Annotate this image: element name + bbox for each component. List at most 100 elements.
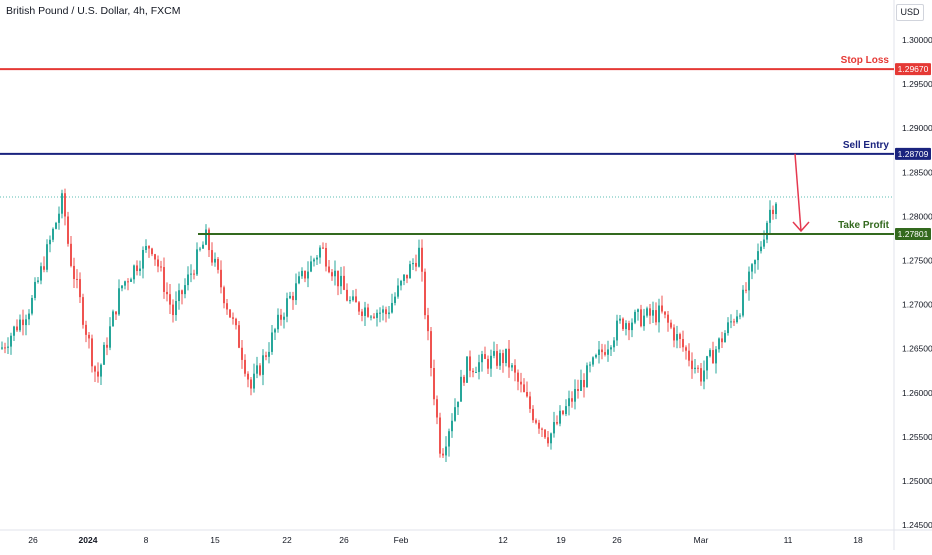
candle-body bbox=[199, 248, 201, 250]
candle-body bbox=[64, 193, 66, 217]
level-price-label: 1.28709 bbox=[898, 149, 929, 159]
candle-body bbox=[388, 312, 390, 315]
y-tick-label: 1.26500 bbox=[902, 344, 932, 354]
candle-body bbox=[292, 295, 294, 301]
candle-body bbox=[16, 326, 18, 331]
candle-body bbox=[760, 246, 762, 252]
currency-button[interactable]: USD bbox=[896, 4, 924, 21]
candle-body bbox=[121, 285, 123, 289]
candle-body bbox=[97, 371, 99, 377]
candle-body bbox=[373, 316, 375, 318]
candle-body bbox=[514, 365, 516, 373]
candle-body bbox=[505, 348, 507, 364]
candle-body bbox=[145, 246, 147, 250]
candle-body bbox=[439, 417, 441, 454]
candle-body bbox=[163, 267, 165, 292]
candle-body bbox=[709, 350, 711, 357]
candle-body bbox=[151, 248, 153, 255]
candle-body bbox=[283, 316, 285, 320]
candle-body bbox=[463, 376, 465, 383]
candle-body bbox=[604, 352, 606, 355]
candle-body bbox=[271, 332, 273, 352]
candle-body bbox=[568, 398, 570, 407]
candle-body bbox=[241, 347, 243, 360]
candle-body bbox=[289, 295, 291, 299]
candle-body bbox=[94, 366, 96, 372]
candle-body bbox=[226, 303, 228, 310]
candle-body bbox=[610, 347, 612, 350]
candle-body bbox=[625, 323, 627, 330]
candle-body bbox=[235, 318, 237, 326]
candle-body bbox=[634, 311, 636, 323]
candle-body bbox=[148, 246, 150, 249]
candle-body bbox=[31, 297, 33, 314]
candle-body bbox=[607, 349, 609, 355]
candle-body bbox=[694, 367, 696, 370]
candle-body bbox=[550, 433, 552, 444]
candle-body bbox=[526, 392, 528, 397]
candle-body bbox=[391, 302, 393, 313]
candle-body bbox=[448, 431, 450, 447]
chart-title: British Pound / U.S. Dollar, 4h, FXCM bbox=[6, 5, 181, 17]
candle-body bbox=[595, 355, 597, 358]
x-tick-label: 11 bbox=[784, 535, 793, 545]
y-tick-label: 1.27000 bbox=[902, 300, 932, 310]
candle-body bbox=[367, 307, 369, 317]
candle-body bbox=[157, 259, 159, 267]
candle-body bbox=[10, 335, 12, 347]
candle-body bbox=[667, 314, 669, 323]
candle-body bbox=[118, 288, 120, 315]
x-tick-label: Feb bbox=[394, 535, 409, 545]
candle-body bbox=[730, 321, 732, 323]
candle-body bbox=[379, 312, 381, 314]
candle-body bbox=[670, 322, 672, 328]
candle-body bbox=[43, 266, 45, 270]
candle-body bbox=[652, 310, 654, 316]
level-price-badge bbox=[895, 227, 931, 240]
level-price-label: 1.29670 bbox=[898, 64, 929, 74]
candle-body bbox=[193, 273, 195, 275]
candle-body bbox=[592, 357, 594, 365]
candle-body bbox=[703, 370, 705, 382]
candle-body bbox=[553, 422, 555, 434]
y-tick-label: 1.25500 bbox=[902, 432, 932, 442]
candle-body bbox=[67, 216, 69, 244]
candle-body bbox=[682, 339, 684, 348]
candle-body bbox=[250, 379, 252, 389]
candle-body bbox=[601, 349, 603, 353]
candle-body bbox=[427, 315, 429, 332]
candle-body bbox=[478, 362, 480, 373]
candle-body bbox=[772, 209, 774, 215]
candle-body bbox=[556, 422, 558, 424]
candle-body bbox=[133, 265, 135, 280]
candle-body bbox=[535, 420, 537, 423]
candle-body bbox=[733, 321, 735, 323]
candle-body bbox=[211, 250, 213, 263]
candle-body bbox=[46, 244, 48, 270]
candle-body bbox=[685, 347, 687, 351]
candle-body bbox=[541, 428, 543, 430]
candle-body bbox=[355, 296, 357, 303]
candle-body bbox=[370, 316, 372, 318]
candle-body bbox=[637, 309, 639, 312]
candle-body bbox=[109, 326, 111, 348]
candle-body bbox=[763, 239, 765, 247]
candle-body bbox=[445, 446, 447, 456]
arrow-shaft bbox=[794, 153, 802, 232]
arrow-head bbox=[792, 221, 810, 233]
candle-body bbox=[310, 261, 312, 272]
candle-body bbox=[37, 280, 39, 282]
candle-body bbox=[364, 307, 366, 316]
candle-body bbox=[352, 296, 354, 301]
y-tick-label: 1.29000 bbox=[902, 123, 932, 133]
candle-body bbox=[616, 320, 618, 341]
candle-body bbox=[631, 322, 633, 331]
candle-body bbox=[454, 407, 456, 421]
candle-body bbox=[82, 297, 84, 325]
candle-body bbox=[1, 347, 3, 349]
candle-body bbox=[169, 294, 171, 305]
candle-body bbox=[406, 274, 408, 279]
candle-body bbox=[223, 287, 225, 304]
